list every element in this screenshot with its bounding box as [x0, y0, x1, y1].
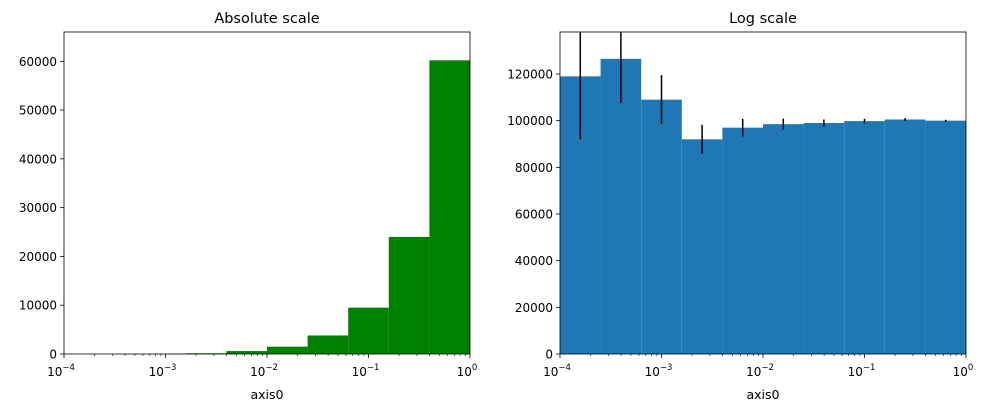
x-axis-label: axis0 [251, 387, 284, 402]
chart-panel-2: 10−4 10−3 10−2 10−1 100 0 20000 40000 60000 80000… [507, 11, 973, 402]
y-tick-label: 20000 [515, 301, 553, 315]
chart-title: Log scale [729, 11, 797, 27]
histogram-bar [348, 307, 389, 354]
x-tick-label: 100 [953, 363, 974, 379]
histogram-bar [267, 346, 308, 354]
x-tick-label: 10−1 [848, 363, 876, 379]
y-tick-label: 30000 [19, 201, 57, 215]
histogram-bar [803, 123, 845, 354]
y-tick-label: 40000 [19, 152, 57, 166]
x-tick-label: 10−3 [645, 363, 673, 379]
histogram-bar [388, 236, 430, 354]
chart-panel-1: 10−4 10−3 10−2 10−1 100 0 10000 20000 30000 40000… [19, 11, 478, 402]
histogram-bar [307, 335, 349, 354]
x-tick-label: 100 [457, 363, 478, 379]
histogram-bar [844, 121, 885, 354]
histogram-bar [600, 58, 642, 354]
chart-title: Absolute scale [214, 11, 319, 27]
x-tick-label: 10−4 [47, 363, 75, 379]
y-tick-label: 10000 [19, 299, 57, 313]
y-tick-label: 80000 [515, 161, 553, 175]
histogram-bar [763, 124, 804, 354]
y-tick-label: 20000 [19, 250, 57, 264]
y-tick-label: 50000 [19, 104, 57, 118]
x-tick-label: 10−1 [352, 363, 380, 379]
y-tick-label: 0 [545, 348, 553, 362]
plot-area [560, 32, 966, 354]
y-tick-label: 60000 [19, 55, 57, 69]
histogram-bar [722, 127, 763, 354]
x-tick-label: 10−3 [149, 363, 177, 379]
y-tick-label: 60000 [515, 208, 553, 222]
x-tick-label: 10−4 [543, 363, 571, 379]
histogram-bar [681, 139, 723, 354]
y-tick-label: 40000 [515, 254, 553, 268]
y-tick-label: 100000 [507, 114, 553, 128]
histogram-bar [226, 351, 267, 354]
histogram-bar [925, 120, 966, 354]
histogram-bar [641, 99, 682, 354]
x-axis-label: axis0 [747, 387, 780, 402]
plot-area [104, 60, 470, 354]
x-tick-label: 10−2 [250, 363, 278, 379]
x-tick-label: 10−2 [746, 363, 774, 379]
histogram-bar [884, 119, 926, 354]
y-tick-label: 120000 [507, 68, 553, 82]
y-tick-label: 0 [49, 348, 57, 362]
histogram-bar [429, 60, 470, 354]
